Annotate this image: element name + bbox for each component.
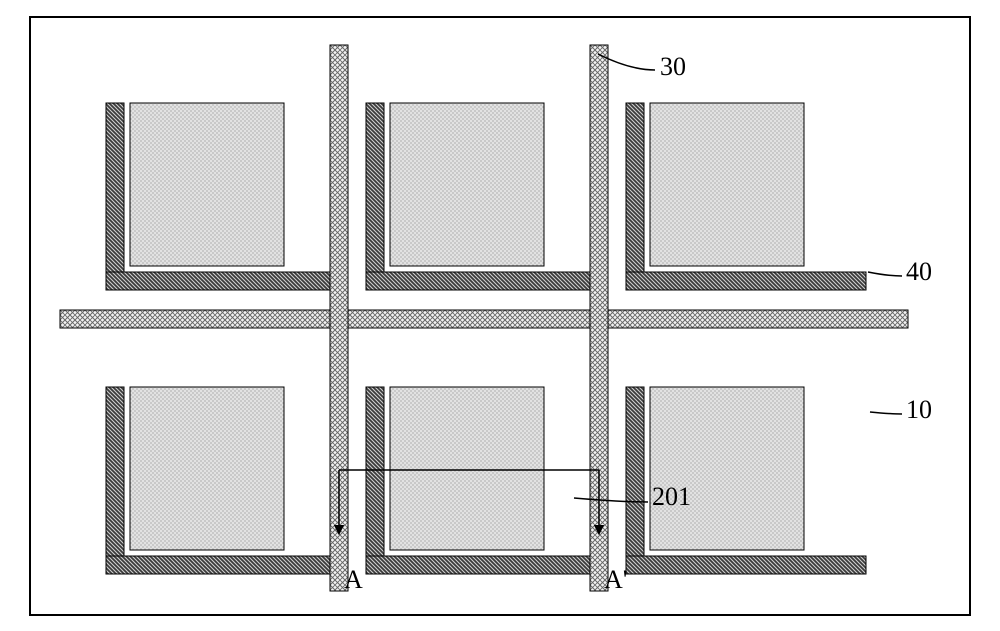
section-label-a-prime: A' xyxy=(604,565,627,594)
callout-30: 30 xyxy=(660,52,686,81)
pixel-electrode xyxy=(650,387,804,550)
auxiliary-electrode xyxy=(366,387,384,556)
callout-201: 201 xyxy=(652,482,691,511)
auxiliary-electrode xyxy=(366,272,606,290)
pixel-electrode xyxy=(650,103,804,266)
bus-line-horizontal xyxy=(60,310,908,328)
pixel-electrode xyxy=(390,103,544,266)
auxiliary-electrode xyxy=(626,387,644,556)
pixel-electrode xyxy=(130,103,284,266)
auxiliary-electrode xyxy=(106,103,124,272)
pixel-electrode xyxy=(390,387,544,550)
auxiliary-electrode xyxy=(626,556,866,574)
auxiliary-electrode xyxy=(366,556,606,574)
callout-40: 40 xyxy=(906,257,932,286)
section-label-a: A xyxy=(344,565,363,594)
callout-10: 10 xyxy=(906,395,932,424)
auxiliary-electrode xyxy=(106,387,124,556)
figure: 30 40 10 201 A A' xyxy=(0,0,1000,631)
diagram-svg: 30 40 10 201 A A' xyxy=(0,0,1000,631)
auxiliary-electrode xyxy=(366,103,384,272)
auxiliary-electrode xyxy=(106,272,346,290)
auxiliary-electrode xyxy=(626,103,644,272)
pixel-electrode xyxy=(130,387,284,550)
auxiliary-electrode xyxy=(106,556,346,574)
auxiliary-electrode xyxy=(626,272,866,290)
